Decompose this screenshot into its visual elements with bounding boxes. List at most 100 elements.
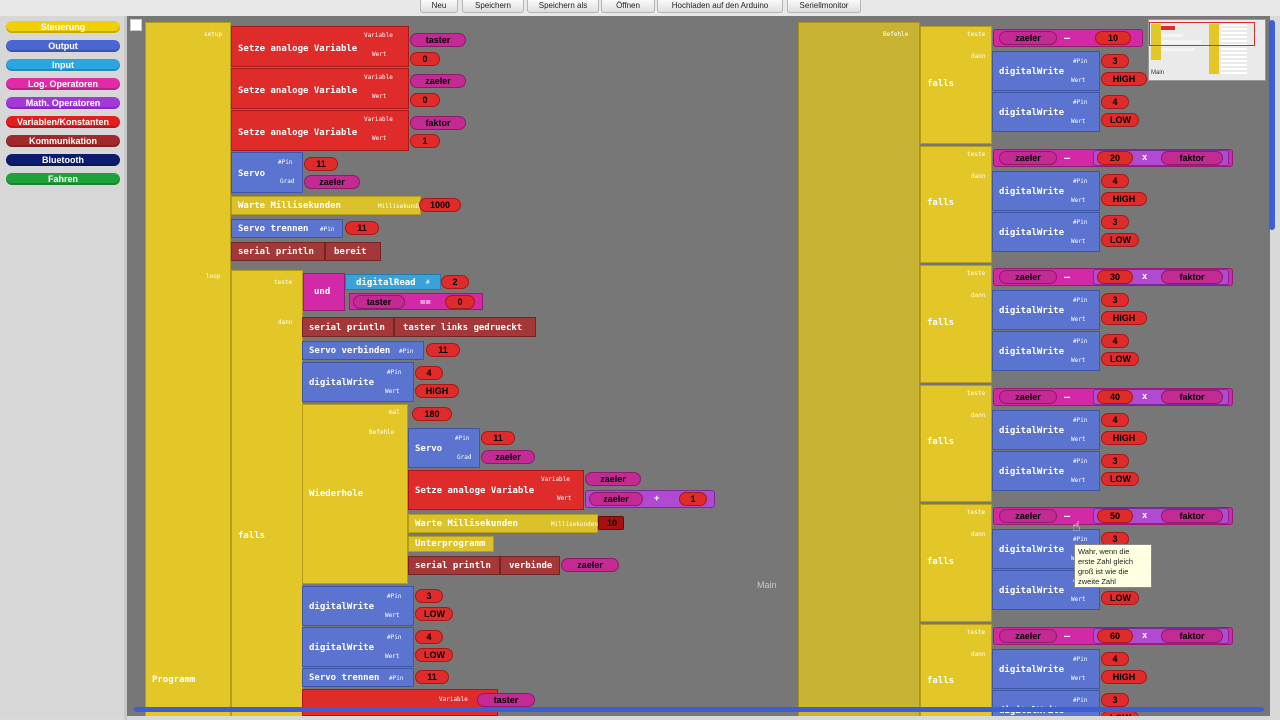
if-block[interactable]: falls teste dann — [231, 270, 303, 716]
servo-block[interactable]: Servo #Pin Grad — [408, 428, 480, 468]
subprogram-definition-block[interactable]: Befehle — [798, 22, 920, 716]
servo-attach-block[interactable]: Servo verbinden #Pin — [302, 341, 424, 360]
value-level[interactable]: HIGH — [1101, 430, 1147, 445]
wait-block[interactable]: Warte Millisekunden Millisekunden — [231, 196, 425, 215]
value-number[interactable]: 60 — [1097, 628, 1133, 643]
category-input[interactable]: Input — [6, 59, 120, 71]
vertical-scrollbar[interactable] — [1269, 20, 1275, 230]
and-block[interactable]: und — [303, 273, 345, 311]
variable-taster[interactable]: taster — [410, 33, 466, 47]
connect-block[interactable]: verbinde — [500, 556, 560, 575]
variable-zaeler[interactable]: zaeler — [999, 509, 1057, 523]
digital-write-block[interactable]: digitalWrite #Pin Wert — [992, 290, 1100, 330]
value-3[interactable]: 3 — [415, 589, 443, 603]
program-block[interactable]: Programm setup loop — [145, 22, 231, 716]
set-variable-block[interactable]: Setze analoge Variable Variable Wert — [231, 68, 409, 109]
variable-faktor[interactable]: faktor — [1161, 389, 1223, 404]
subprogram-block[interactable]: Unterprogramm — [408, 536, 494, 552]
category-variablen-konstanten[interactable]: Variablen/Konstanten — [6, 116, 120, 128]
value-low[interactable]: LOW — [415, 648, 453, 662]
variable-faktor[interactable]: faktor — [1161, 150, 1223, 165]
minimap-viewport[interactable] — [1149, 22, 1255, 46]
value-level[interactable]: LOW — [1101, 232, 1139, 247]
value-level[interactable]: LOW — [1101, 471, 1139, 486]
set-variable-block[interactable]: Setze analoge Variable Variable Wert — [231, 26, 409, 67]
if-block[interactable]: falls teste dann — [920, 623, 992, 716]
value-180[interactable]: 180 — [412, 407, 452, 421]
variable-zaeler[interactable]: zaeler — [304, 175, 360, 189]
minimap[interactable]: Main — [1148, 19, 1266, 81]
block-workspace[interactable]: Main Programm setup loop Setze analoge V… — [127, 16, 1270, 716]
variable-faktor[interactable]: faktor — [410, 116, 466, 130]
variable-zaeler[interactable]: zaeler — [589, 492, 643, 506]
variable-zaeler[interactable]: zaeler — [410, 74, 466, 88]
splitter[interactable] — [124, 16, 127, 720]
value-0[interactable]: 0 — [445, 295, 475, 309]
value-number[interactable]: 40 — [1097, 389, 1133, 404]
value-number[interactable]: 50 — [1097, 509, 1133, 523]
value-pin[interactable]: 3 — [1101, 293, 1129, 307]
variable-faktor[interactable]: faktor — [1161, 270, 1223, 284]
if-block[interactable]: falls teste dann — [920, 384, 992, 502]
upload-arduino-button[interactable]: Hochladen auf den Arduino — [657, 0, 783, 13]
category-bluetooth[interactable]: Bluetooth — [6, 154, 120, 166]
string-taster-links[interactable]: taster links gedrueckt — [394, 317, 536, 337]
value-number[interactable]: 30 — [1097, 270, 1133, 284]
value-level[interactable]: LOW — [1101, 591, 1139, 605]
value-level[interactable]: LOW — [1101, 352, 1139, 366]
variable-zaeler[interactable]: zaeler — [999, 389, 1057, 404]
variable-zaeler[interactable]: zaeler — [585, 472, 641, 486]
digital-write-block[interactable]: digitalWrite #Pin Wert — [302, 586, 414, 626]
category-fahren[interactable]: Fahren — [6, 173, 120, 185]
category-math-operatoren[interactable]: Math. Operatoren — [6, 97, 120, 109]
digital-write-block[interactable]: digitalWrite #Pin Wert — [992, 51, 1100, 91]
value-11[interactable]: 11 — [304, 157, 338, 171]
if-block[interactable]: falls teste dann — [920, 504, 992, 622]
variable-zaeler[interactable]: zaeler — [999, 628, 1057, 643]
serial-monitor-button[interactable]: Seriellmonitor — [787, 0, 861, 13]
value-11[interactable]: 11 — [415, 670, 449, 684]
digital-write-block[interactable]: digitalWrite #Pin Wert — [992, 409, 1100, 450]
value-pin[interactable]: 4 — [1101, 651, 1129, 666]
value-number[interactable]: 20 — [1097, 150, 1133, 165]
category-kommunikation[interactable]: Kommunikation — [6, 135, 120, 147]
value-high[interactable]: HIGH — [415, 384, 459, 398]
variable-zaeler[interactable]: zaeler — [561, 558, 619, 572]
value-0[interactable]: 0 — [410, 93, 440, 107]
variable-taster[interactable]: taster — [477, 693, 535, 707]
value-pin[interactable]: 4 — [1101, 173, 1129, 188]
variable-zaeler[interactable]: zaeler — [999, 150, 1057, 165]
value-4[interactable]: 4 — [415, 630, 443, 644]
digital-write-block[interactable]: digitalWrite #Pin Wert — [992, 170, 1100, 211]
variable-zaeler[interactable]: zaeler — [999, 270, 1057, 284]
value-2[interactable]: 2 — [441, 275, 469, 289]
digital-write-block[interactable]: digitalWrite #Pin Wert — [992, 331, 1100, 371]
repeat-block[interactable]: Wiederhole mal Befehle — [302, 404, 408, 584]
value-10[interactable]: 10 — [598, 516, 624, 530]
value-pin[interactable]: 3 — [1101, 214, 1129, 229]
value-pin[interactable]: 4 — [1101, 412, 1129, 427]
if-block[interactable]: falls teste dann — [920, 26, 992, 144]
digital-write-block[interactable]: digitalWrite #Pin Wert — [992, 211, 1100, 252]
value-11[interactable]: 11 — [426, 343, 460, 357]
value-pin[interactable]: 3 — [1101, 692, 1129, 707]
variable-taster[interactable]: taster — [353, 295, 405, 309]
wait-block[interactable]: Warte Millisekunden Millisekunden — [408, 514, 598, 533]
digital-write-block[interactable]: digitalWrite #Pin Wert — [992, 648, 1100, 689]
save-button[interactable]: Speichern — [462, 0, 524, 13]
open-button[interactable]: Öffnen — [601, 0, 655, 13]
servo-detach-block[interactable]: Servo trennen #Pin — [302, 668, 414, 687]
value-low[interactable]: LOW — [415, 607, 453, 621]
set-variable-block[interactable]: Setze analoge Variable Variable Wert — [231, 110, 409, 151]
digital-write-block[interactable]: digitalWrite #Pin Wert — [992, 92, 1100, 132]
digital-read-block[interactable]: digitalRead # — [345, 274, 441, 290]
digital-write-block[interactable]: digitalWrite #Pin Wert — [302, 627, 414, 667]
servo-block[interactable]: Servo #Pin Grad — [231, 152, 303, 193]
serial-println-block[interactable]: serial println — [408, 556, 500, 575]
value-pin[interactable]: 3 — [1101, 453, 1129, 468]
serial-println-block[interactable]: serial println — [302, 317, 394, 337]
if-block[interactable]: falls teste dann — [920, 265, 992, 383]
value-number[interactable]: 10 — [1095, 31, 1131, 45]
variable-faktor[interactable]: faktor — [1161, 509, 1223, 523]
save-as-button[interactable]: Speichern als — [527, 0, 599, 13]
